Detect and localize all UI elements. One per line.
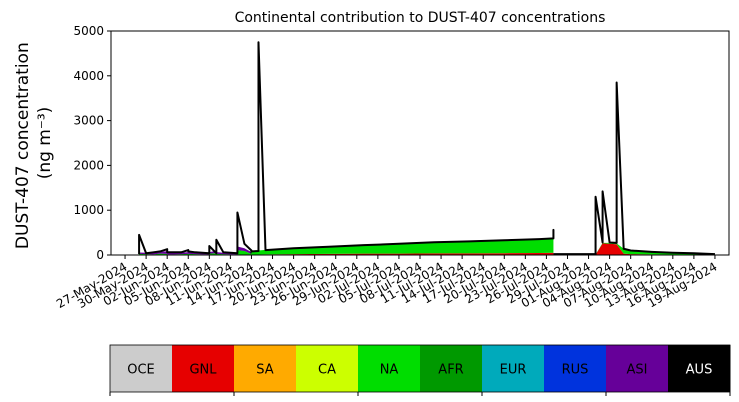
legend-swatch-afr	[420, 345, 483, 392]
legend-swatch-ca	[296, 345, 359, 392]
legend-label-eur: EUR	[500, 363, 527, 378]
legend-label-rus: RUS	[562, 363, 589, 378]
legend-label-na: NA	[380, 363, 399, 378]
axes: 01000200030004000500027-May-202430-May-2…	[54, 24, 730, 311]
legend-swatch-asi	[606, 345, 669, 392]
y-tick-label: 5000	[73, 24, 104, 38]
legend-label-afr: AFR	[438, 363, 463, 378]
y-axis-label: DUST-407 concentration (ng m⁻³)	[13, 37, 55, 249]
area-na-segment-3	[553, 242, 715, 255]
legend-swatch-oce	[110, 345, 173, 392]
legend-swatch-sa	[234, 345, 297, 392]
legend-swatch-aus	[668, 345, 731, 392]
legend: OCE GNL SA CA NA AFR EUR RUS ASI AUS	[109, 344, 731, 396]
legend-label-sa: SA	[256, 363, 273, 378]
total-line-segment-1	[138, 211, 253, 255]
y-axis-label-line1: DUST-407 concentration	[13, 42, 33, 249]
legend-swatch-na	[358, 345, 421, 392]
legend-swatch-rus	[544, 345, 607, 392]
legend-swatch-gnl	[172, 345, 235, 392]
y-tick-label: 3000	[73, 114, 104, 128]
y-tick-label: 1000	[73, 203, 104, 217]
legend-label-asi: ASI	[627, 363, 648, 378]
y-axis-label-line2: (ng m⁻³)	[35, 107, 55, 180]
plot-area	[138, 41, 715, 256]
legend-label-gnl: GNL	[189, 363, 217, 378]
legend-swatch-eur	[482, 345, 545, 392]
y-tick-label: 0	[96, 248, 104, 262]
legend-label-oce: OCE	[127, 363, 155, 378]
total-line-segment-2	[251, 41, 555, 253]
area-na-segment-2	[251, 238, 554, 255]
legend-label-aus: AUS	[686, 363, 713, 378]
y-tick-label: 2000	[73, 158, 104, 172]
chart-title: Continental contribution to DUST-407 con…	[235, 10, 606, 26]
area-na-segment-1	[139, 250, 252, 255]
y-tick-label: 4000	[73, 69, 104, 83]
legend-label-ca: CA	[318, 363, 336, 378]
total-line-segment-3	[553, 81, 715, 256]
axes-frame	[110, 30, 730, 256]
area-gnl-segment-2	[251, 252, 554, 255]
legend-frame	[109, 344, 731, 393]
